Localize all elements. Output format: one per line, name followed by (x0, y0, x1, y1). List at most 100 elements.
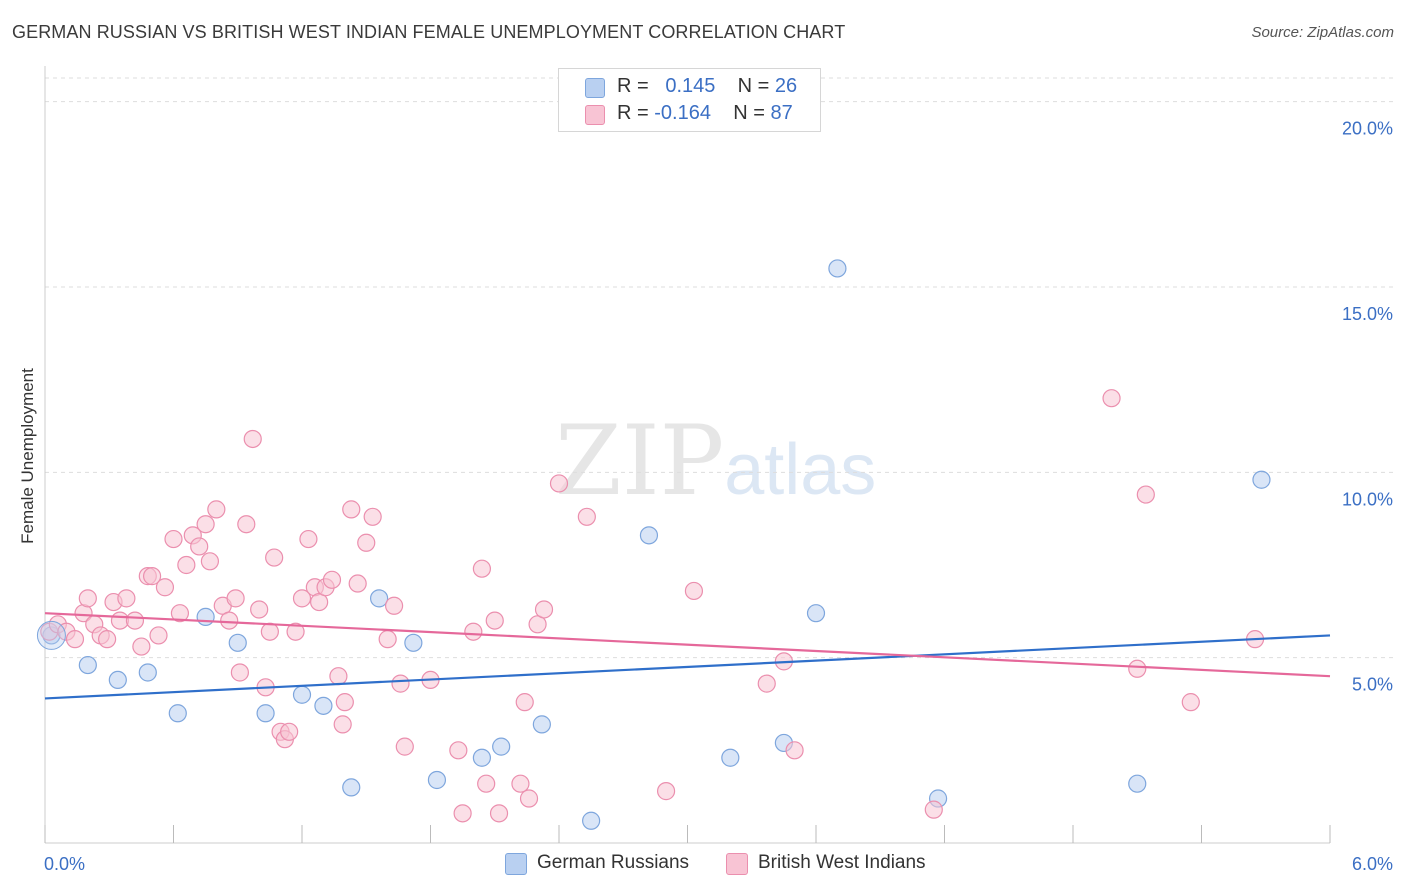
british-west-indian-point (250, 600, 269, 619)
british-west-indian-point (98, 630, 117, 649)
british-west-indian-point (1181, 693, 1200, 712)
british-west-indian-point (577, 507, 596, 526)
british-west-indian-point (65, 630, 85, 649)
british-west-indian-point (534, 600, 554, 619)
pink-swatch-icon (585, 105, 605, 125)
british-west-indian-point (656, 782, 676, 801)
british-west-indian-point (237, 515, 256, 534)
british-west-indian-point (155, 578, 175, 597)
british-west-indian-point (515, 693, 534, 712)
german-russian-point (196, 607, 215, 626)
british-west-indian-point (335, 693, 354, 712)
british-west-indian-point (299, 529, 318, 549)
german-russian-point (404, 633, 423, 652)
british-west-indian-point (485, 611, 504, 630)
british-west-indian-point (357, 533, 376, 552)
y-tick-label: 5.0% (1352, 675, 1393, 695)
british-west-indian-point (286, 622, 305, 641)
german-russian-point (639, 526, 659, 545)
legend-n-value: 87 (770, 102, 793, 124)
british-west-indian-point (453, 804, 472, 823)
british-west-indian-point (230, 663, 249, 682)
british-west-indian-point (363, 507, 382, 526)
german-russian-point (582, 811, 601, 830)
german-russian-point (314, 696, 333, 715)
british-west-indian-point (684, 581, 704, 601)
british-west-indian-point (785, 741, 804, 760)
british-west-indian-point (177, 555, 196, 575)
legend-n-value: 26 (774, 75, 798, 97)
german-russian-point (342, 778, 361, 797)
british-west-indian-point (384, 596, 404, 615)
german-russian-point (108, 670, 127, 690)
british-west-indian-point (449, 741, 468, 760)
british-west-indian-point (292, 589, 312, 608)
x-tick-label: 0.0% (44, 854, 85, 874)
legend-r-label: R = (617, 102, 649, 124)
watermark-atlas: atlas (724, 430, 877, 510)
chart-title: GERMAN RUSSIAN VS BRITISH WEST INDIAN FE… (12, 22, 846, 42)
british-west-indian-point (519, 789, 539, 808)
british-west-indian-point (220, 611, 239, 630)
british-west-indian-point (395, 737, 414, 756)
british-west-indian-point (132, 637, 151, 656)
british-west-indian-point (464, 622, 483, 641)
german-russian-point (721, 748, 740, 767)
source-note: Source: ZipAtlas.com (1251, 24, 1394, 41)
british-west-indian-point (142, 567, 162, 586)
british-west-indian-point (333, 715, 352, 734)
british-west-indian-point (489, 804, 509, 823)
blue-swatch-icon (505, 853, 527, 875)
german-russian-point (806, 604, 826, 623)
german-russian-point (427, 770, 447, 790)
legend-r-value: -0.164 (654, 102, 711, 124)
german-russian-point (1128, 774, 1147, 793)
british-west-indian-point (200, 552, 220, 571)
british-west-indian-point (117, 589, 136, 608)
german-russian-trendline (44, 634, 1331, 700)
series-name: British West Indians (758, 852, 926, 873)
legend-r-value: 0.145 (665, 75, 716, 97)
german-russian-point (292, 685, 312, 704)
british-west-indian-point (78, 589, 97, 608)
british-west-indian-point (226, 589, 245, 608)
pink-swatch-icon (726, 853, 748, 875)
legend-n-label: N = (733, 102, 765, 124)
german-russian-point (828, 259, 847, 278)
legend-r-label: R = (617, 75, 649, 97)
british-west-indian-point (472, 559, 491, 578)
german-russian-point (1252, 470, 1271, 489)
watermark: ZIPatlas (555, 405, 876, 517)
british-west-indian-point (1102, 389, 1121, 408)
german-russian-point (78, 655, 97, 675)
german-russian-point (532, 715, 551, 734)
british-west-indian-point (511, 774, 530, 793)
british-west-indian-trendline (44, 612, 1331, 678)
british-west-indian-point (164, 529, 183, 549)
series-name: German Russians (537, 852, 690, 873)
british-west-indian-point (342, 500, 361, 519)
german-russian-point (370, 589, 389, 608)
british-west-indian-point (924, 800, 943, 819)
german-russian-point (168, 704, 187, 723)
british-west-indian-point (190, 537, 209, 556)
y-tick-label: 15.0% (1342, 304, 1393, 324)
british-west-indian-point (549, 474, 569, 493)
british-west-indian-point (378, 630, 397, 649)
y-tick-label: 20.0% (1342, 119, 1393, 139)
british-west-indian-point (243, 429, 262, 449)
british-west-indian-point (322, 570, 342, 589)
british-west-indian-point (260, 622, 279, 641)
blue-swatch-icon (585, 78, 605, 98)
british-west-indian-point (196, 515, 215, 534)
cluster-point (36, 620, 66, 650)
british-west-indian-point (125, 611, 145, 630)
german-russian-point (472, 748, 491, 767)
british-west-indian-point (207, 500, 226, 519)
german-russian-point (138, 663, 157, 682)
british-west-indian-point (170, 604, 190, 623)
british-west-indian-point (477, 774, 496, 793)
german-russian-point (228, 633, 247, 652)
x-tick-label: 6.0% (1352, 854, 1393, 874)
